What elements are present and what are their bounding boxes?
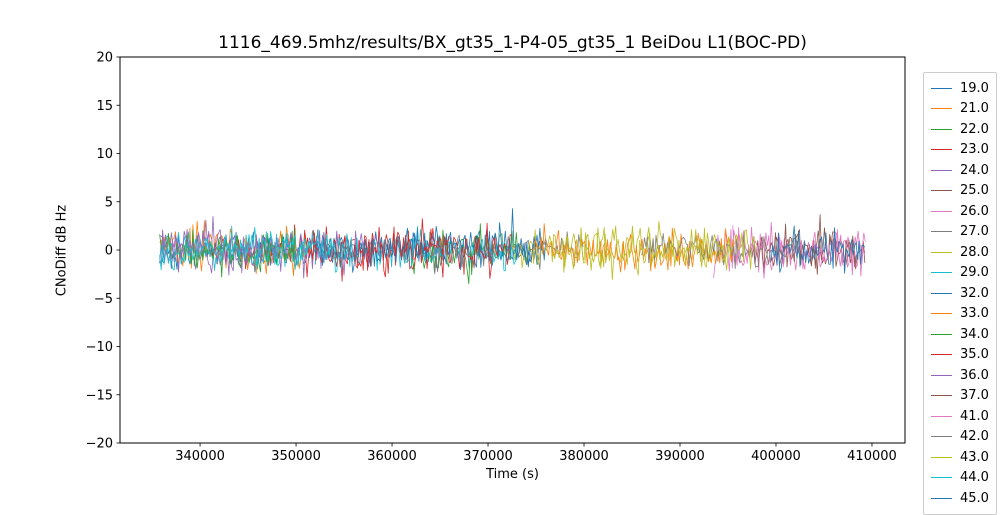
legend-entry: 33.0 xyxy=(931,304,989,325)
legend-label: 21.0 xyxy=(960,101,989,117)
legend-line-swatch xyxy=(931,354,952,356)
legend-label: 28.0 xyxy=(960,244,989,260)
y-tick-label: −5 xyxy=(94,292,113,307)
legend-entry: 41.0 xyxy=(931,406,989,427)
y-tick-label: 20 xyxy=(96,51,113,66)
legend-line-swatch xyxy=(931,190,952,192)
legend-line-swatch xyxy=(931,231,952,233)
legend-entry: 23.0 xyxy=(931,140,989,161)
legend-line-swatch xyxy=(931,477,952,479)
legend-line-swatch xyxy=(931,128,952,130)
legend-line-swatch xyxy=(931,149,952,151)
plot-area: 340000 350000 360000 370000 380000 390000 4000… xyxy=(86,51,906,464)
legend-label: 41.0 xyxy=(960,408,989,424)
legend-label: 22.0 xyxy=(960,121,989,137)
legend-line-swatch xyxy=(931,436,952,438)
legend-entry: 32.0 xyxy=(931,283,989,304)
series-line-32.0 xyxy=(314,222,546,273)
legend-label: 19.0 xyxy=(960,80,989,96)
legend-entry: 24.0 xyxy=(931,160,989,181)
legend-line-swatch xyxy=(931,374,952,376)
legend-entry: 28.0 xyxy=(931,242,989,263)
legend-label: 33.0 xyxy=(960,306,989,322)
x-tick-label: 350000 xyxy=(271,449,321,464)
series-line-29.0 xyxy=(159,225,518,272)
legend-label: 26.0 xyxy=(960,203,989,219)
chart-title: 1116_469.5mhz/results/BX_gt35_1-P4-05_gt… xyxy=(218,33,807,53)
legend-label: 24.0 xyxy=(960,162,989,178)
legend-entry: 43.0 xyxy=(931,447,989,468)
legend-entry: 27.0 xyxy=(931,222,989,243)
y-tick-label: 5 xyxy=(105,195,113,210)
legend-label: 45.0 xyxy=(960,490,989,506)
x-tick-label: 360000 xyxy=(367,449,417,464)
legend-entry: 22.0 xyxy=(931,119,989,140)
legend-line-swatch xyxy=(931,251,952,253)
y-tick-label: −15 xyxy=(86,388,113,403)
legend-label: 36.0 xyxy=(960,367,989,383)
legend-label: 34.0 xyxy=(960,326,989,342)
legend-entry: 35.0 xyxy=(931,345,989,366)
series-line-36.0 xyxy=(159,216,277,268)
legend-label: 44.0 xyxy=(960,470,989,486)
series-line-43.0 xyxy=(550,225,757,280)
legend-entry: 42.0 xyxy=(931,427,989,448)
legend-label: 23.0 xyxy=(960,142,989,158)
legend-label: 29.0 xyxy=(960,265,989,281)
y-tick-label: −10 xyxy=(86,340,113,355)
legend-line-swatch xyxy=(931,272,952,274)
legend: 19.0 21.0 22.0 23.0 24.0 25.0 26.0 27.0 28.0 29.0… xyxy=(923,72,997,515)
legend-line-swatch xyxy=(931,292,952,294)
legend-label: 42.0 xyxy=(960,429,989,445)
legend-entry: 26.0 xyxy=(931,201,989,222)
legend-entry: 45.0 xyxy=(931,488,989,509)
legend-line-swatch xyxy=(931,497,952,499)
series-line-35.0 xyxy=(305,218,512,279)
y-tick-label: 0 xyxy=(105,244,113,259)
x-tick-label: 340000 xyxy=(175,449,225,464)
legend-label: 32.0 xyxy=(960,285,989,301)
x-tick-label: 380000 xyxy=(559,449,609,464)
x-tick-label: 400000 xyxy=(751,449,801,464)
x-tick-label: 410000 xyxy=(847,449,897,464)
legend-line-swatch xyxy=(931,210,952,212)
legend-line-swatch xyxy=(931,333,952,335)
legend-line-swatch xyxy=(931,108,952,110)
legend-entry: 21.0 xyxy=(931,99,989,120)
legend-line-swatch xyxy=(931,456,952,458)
legend-entry: 19.0 xyxy=(931,78,989,99)
legend-line-swatch xyxy=(931,415,952,417)
legend-entry: 34.0 xyxy=(931,324,989,345)
x-tick-label: 390000 xyxy=(655,449,705,464)
legend-entry: 44.0 xyxy=(931,468,989,489)
y-tick-label: −20 xyxy=(86,437,113,452)
x-axis-label: Time (s) xyxy=(486,467,539,482)
legend-line-swatch xyxy=(931,313,952,315)
legend-line-swatch xyxy=(931,395,952,397)
axes-border xyxy=(119,56,906,444)
legend-label: 27.0 xyxy=(960,224,989,240)
x-tick-label: 370000 xyxy=(463,449,513,464)
legend-entry: 37.0 xyxy=(931,386,989,407)
series-line-45.0 xyxy=(770,225,866,274)
y-tick-label: 10 xyxy=(96,147,113,162)
legend-entry: 25.0 xyxy=(931,181,989,202)
legend-label: 35.0 xyxy=(960,347,989,363)
legend-entry: 36.0 xyxy=(931,365,989,386)
legend-line-swatch xyxy=(931,169,952,171)
legend-entry: 29.0 xyxy=(931,263,989,284)
y-tick-label: 15 xyxy=(96,99,113,114)
legend-label: 43.0 xyxy=(960,449,989,465)
series-line-44.0 xyxy=(159,225,354,273)
legend-line-swatch xyxy=(931,87,952,89)
series-line-28.0 xyxy=(511,221,733,273)
legend-label: 37.0 xyxy=(960,388,989,404)
legend-label: 25.0 xyxy=(960,183,989,199)
